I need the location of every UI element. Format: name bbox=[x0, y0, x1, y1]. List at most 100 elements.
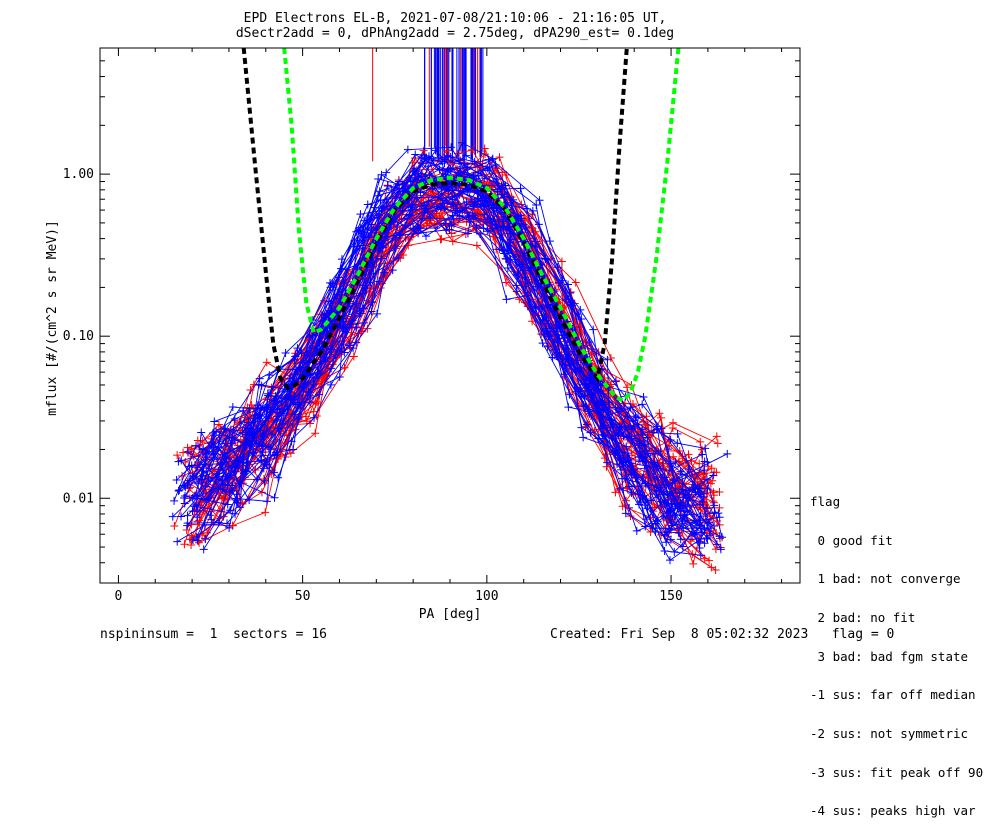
blue-plus-marker bbox=[188, 493, 197, 502]
blue-plus-marker bbox=[723, 449, 732, 458]
blue-plus-marker bbox=[199, 545, 208, 554]
blue-plus-marker bbox=[579, 401, 588, 410]
blue-plus-marker bbox=[418, 159, 427, 168]
blue-plus-marker bbox=[326, 278, 335, 287]
red-plus-marker bbox=[611, 488, 620, 497]
blue-plus-marker bbox=[212, 470, 221, 479]
blue-plus-marker bbox=[638, 492, 647, 501]
blue-plus-marker bbox=[615, 484, 624, 493]
blue-plus-marker bbox=[691, 488, 700, 497]
blue-plus-marker bbox=[375, 277, 384, 286]
blue-plus-marker bbox=[321, 357, 330, 366]
blue-plus-marker bbox=[463, 229, 472, 238]
red-plus-marker bbox=[261, 508, 270, 517]
blue-plus-marker bbox=[242, 430, 251, 439]
blue-plus-marker bbox=[550, 345, 559, 354]
red-plus-marker bbox=[657, 413, 666, 422]
blue-spectrum-line bbox=[192, 188, 715, 535]
blue-plus-marker bbox=[289, 398, 298, 407]
blue-plus-marker bbox=[259, 429, 268, 438]
blue-plus-marker bbox=[230, 414, 239, 423]
red-plus-marker bbox=[219, 494, 228, 503]
blue-plus-marker bbox=[479, 224, 488, 233]
blue-plus-marker bbox=[627, 470, 636, 479]
blue-plus-marker bbox=[174, 487, 183, 496]
blue-plus-marker bbox=[678, 542, 687, 551]
blue-plus-marker bbox=[627, 425, 636, 434]
blue-plus-marker bbox=[682, 506, 691, 515]
blue-plus-marker bbox=[579, 433, 588, 442]
blue-plus-marker bbox=[349, 344, 358, 353]
blue-plus-marker bbox=[446, 164, 455, 173]
blue-plus-marker bbox=[470, 198, 479, 207]
blue-plus-marker bbox=[647, 496, 656, 505]
blue-plus-marker bbox=[713, 540, 722, 549]
blue-plus-marker bbox=[302, 382, 311, 391]
blue-plus-marker bbox=[204, 494, 213, 503]
blue-plus-marker bbox=[506, 235, 515, 244]
red-plus-marker bbox=[557, 257, 566, 266]
y-tick-label: 0.01 bbox=[63, 491, 94, 506]
blue-plus-marker bbox=[596, 381, 605, 390]
blue-plus-marker bbox=[502, 295, 511, 304]
blue-plus-marker bbox=[201, 535, 210, 544]
blue-plus-marker bbox=[302, 358, 311, 367]
blue-plus-marker bbox=[500, 249, 509, 258]
blue-plus-marker bbox=[356, 210, 365, 219]
blue-plus-marker bbox=[483, 215, 492, 224]
red-plus-marker bbox=[655, 409, 664, 418]
red-plus-marker bbox=[401, 233, 410, 242]
blue-plus-marker bbox=[413, 222, 422, 231]
blue-plus-marker bbox=[662, 538, 671, 547]
blue-spectrum-line bbox=[187, 223, 700, 536]
blue-plus-marker bbox=[666, 535, 675, 544]
blue-plus-marker bbox=[666, 435, 675, 444]
blue-plus-marker bbox=[172, 476, 181, 485]
blue-plus-marker bbox=[586, 428, 595, 437]
blue-plus-marker bbox=[220, 424, 229, 433]
blue-plus-marker bbox=[302, 348, 311, 357]
blue-plus-marker bbox=[676, 535, 685, 544]
blue-spectrum-line bbox=[203, 202, 720, 550]
blue-plus-marker bbox=[701, 444, 710, 453]
blue-plus-marker bbox=[577, 392, 586, 401]
blue-plus-marker bbox=[561, 360, 570, 369]
blue-plus-marker bbox=[214, 484, 223, 493]
blue-plus-marker bbox=[545, 237, 554, 246]
blue-plus-marker bbox=[676, 467, 685, 476]
blue-plus-marker bbox=[715, 513, 724, 522]
blue-plus-marker bbox=[377, 170, 386, 179]
blue-plus-marker bbox=[347, 320, 356, 329]
blue-plus-marker bbox=[271, 416, 280, 425]
blue-plus-marker bbox=[216, 459, 225, 468]
flag-legend: flag 0 good fit 1 bad: not converge 2 ba… bbox=[810, 470, 983, 831]
blue-plus-marker bbox=[631, 412, 640, 421]
red-plus-marker bbox=[262, 358, 271, 367]
blue-plus-marker bbox=[621, 509, 630, 518]
blue-plus-marker bbox=[516, 211, 525, 220]
blue-plus-marker bbox=[716, 545, 725, 554]
blue-plus-marker bbox=[611, 403, 620, 412]
blue-plus-marker bbox=[666, 504, 675, 513]
blue-plus-marker bbox=[709, 471, 718, 480]
blue-plus-marker bbox=[698, 450, 707, 459]
blue-plus-marker bbox=[700, 466, 709, 475]
legend-item: -3 sus: fit peak off 90 bbox=[810, 764, 984, 780]
legend-item: -2 sus: not symmetric bbox=[810, 726, 969, 742]
blue-plus-marker bbox=[680, 511, 689, 520]
red-plus-marker bbox=[219, 512, 228, 521]
blue-plus-marker bbox=[503, 223, 512, 232]
blue-plus-marker bbox=[436, 157, 445, 166]
red-spectrum-line bbox=[197, 219, 707, 566]
blue-plus-marker bbox=[483, 164, 492, 173]
blue-plus-marker bbox=[535, 196, 544, 205]
blue-plus-marker bbox=[666, 556, 675, 565]
y-tick-label: 1.00 bbox=[63, 167, 94, 182]
y-axis-label: mflux [#/(cm^2 s sr MeV)] bbox=[45, 220, 60, 416]
blue-plus-marker bbox=[681, 501, 690, 510]
blue-plus-marker bbox=[565, 390, 574, 399]
blue-plus-marker bbox=[512, 281, 521, 290]
blue-plus-marker bbox=[281, 349, 290, 358]
red-plus-marker bbox=[173, 451, 182, 460]
blue-spectrum-line bbox=[201, 155, 704, 498]
